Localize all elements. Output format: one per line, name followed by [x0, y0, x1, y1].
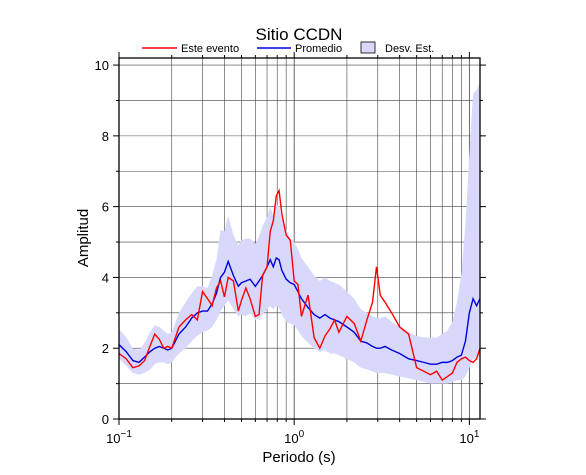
- y-tick-label: 10: [95, 58, 109, 73]
- legend-label-mean: Promedio: [295, 43, 342, 55]
- y-tick-label: 8: [102, 129, 109, 144]
- plot-area: [119, 82, 480, 384]
- y-tick-label: 0: [102, 412, 109, 427]
- y-tick-labels: 0 2 4 6 8 10: [95, 58, 109, 427]
- plot-frame: [118, 57, 481, 420]
- y-tick-label: 4: [102, 270, 109, 285]
- y-tick-label: 2: [102, 341, 109, 356]
- x-axis-label: Periodo (s): [262, 449, 335, 466]
- y-tick-label: 6: [102, 200, 109, 215]
- chart-title: Sitio CCDN: [256, 25, 343, 44]
- x-tick-label: 10−1: [106, 429, 132, 446]
- x-tick-label: 101: [459, 429, 479, 446]
- legend-swatch-band: [360, 41, 376, 54]
- x-tick-label: 100: [284, 429, 304, 446]
- legend-label-event: Este evento: [181, 43, 239, 55]
- y-axis-label: Amplitud: [75, 209, 92, 267]
- series-line-event: [119, 188, 480, 382]
- series-line-mean: [119, 256, 480, 365]
- legend-label-band: Desv. Est.: [385, 43, 434, 55]
- x-tick-labels: 10−1 100 101: [106, 429, 480, 446]
- legend: Este evento Promedio Desv. Est.: [142, 41, 434, 55]
